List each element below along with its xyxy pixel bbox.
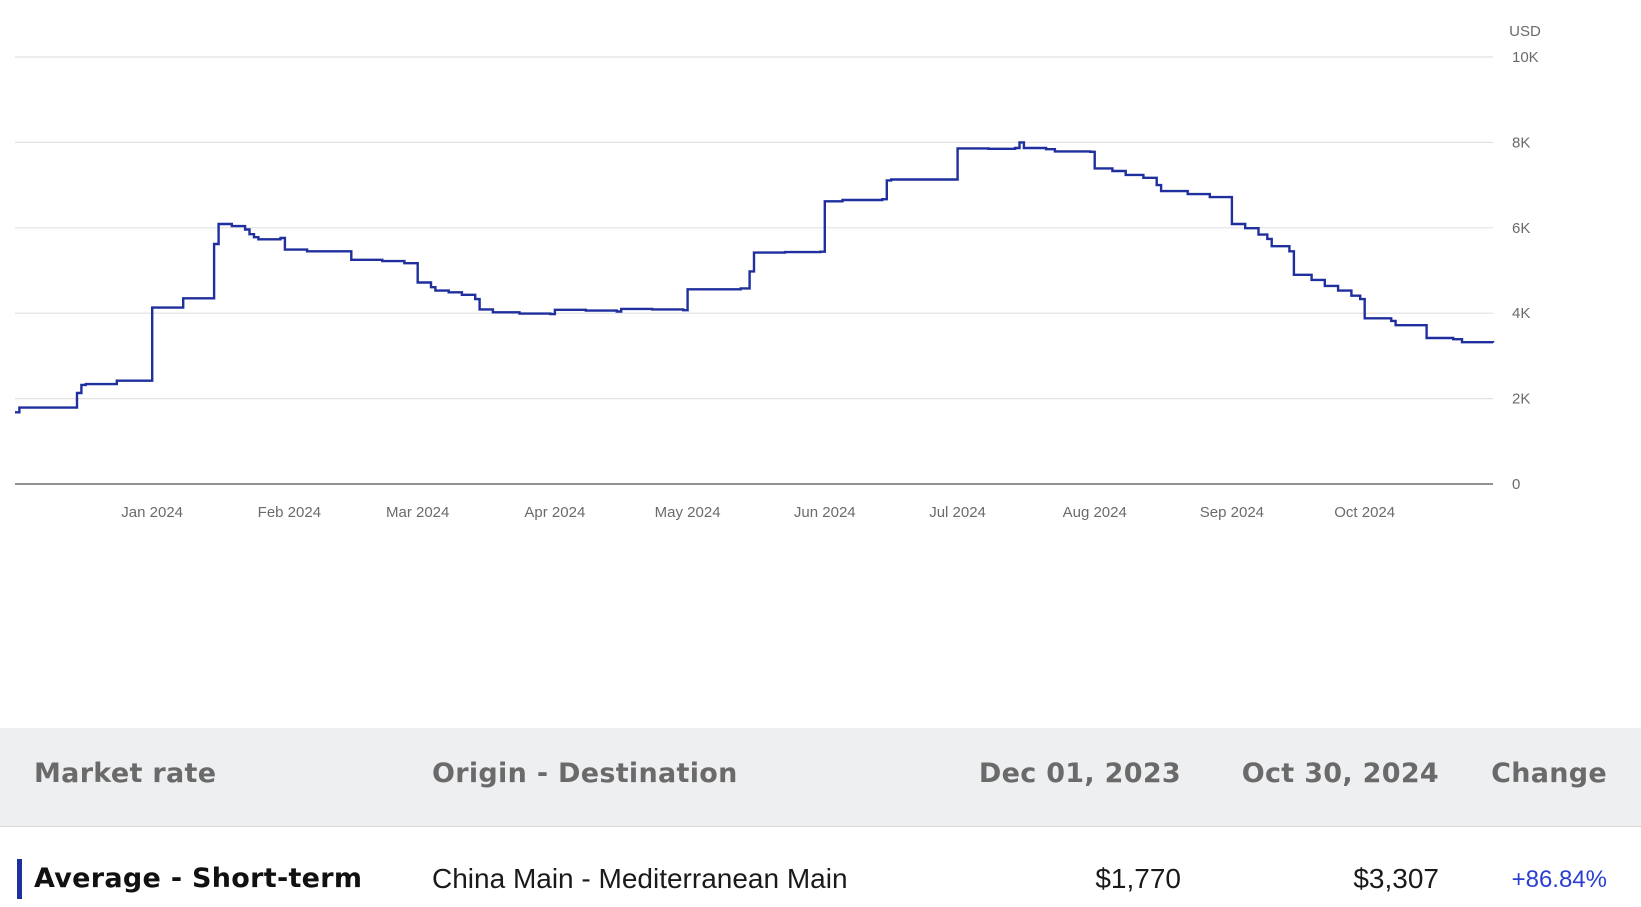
y-tick-label: 8K [1512, 134, 1530, 151]
x-axis: Jan 2024 Feb 2024 Mar 2024 Apr 2024 May 2024… [121, 504, 1395, 521]
y-unit-label: USD [1509, 23, 1541, 40]
x-tick-label: Sep 2024 [1200, 504, 1264, 521]
x-tick-label: Jul 2024 [929, 504, 986, 521]
series-line[interactable] [15, 141, 1495, 414]
y-tick-label: 10K [1512, 49, 1539, 66]
y-tick-label: 4K [1512, 305, 1530, 322]
x-tick-label: Mar 2024 [386, 504, 449, 521]
x-tick-label: May 2024 [655, 504, 721, 521]
header-market-rate[interactable]: Market rate [34, 758, 217, 789]
row-change: +86.84% [1511, 866, 1607, 893]
series-layer[interactable] [15, 141, 1495, 414]
row-start-value: $1,770 [1095, 863, 1181, 894]
header-start-date[interactable]: Dec 01, 2023 [978, 758, 1181, 789]
row-market-rate: Average - Short-term [34, 863, 363, 894]
y-tick-label: 2K [1512, 391, 1530, 408]
x-tick-label: Jun 2024 [794, 504, 856, 521]
x-tick-label: Aug 2024 [1063, 504, 1127, 521]
y-tick-label: 0 [1512, 476, 1520, 493]
series-color-marker [17, 859, 22, 899]
table-header: Market rate Origin - Destination Dec 01,… [0, 728, 1641, 827]
y-axis: 0 2K 4K 6K 8K 10K [1512, 49, 1539, 493]
x-tick-label: Feb 2024 [258, 504, 321, 521]
x-tick-label: Jan 2024 [121, 504, 183, 521]
table-row[interactable]: Average - Short-term China Main - Medite… [0, 827, 1641, 907]
x-tick-label: Apr 2024 [524, 504, 585, 521]
row-end-value: $3,307 [1353, 863, 1439, 894]
header-change[interactable]: Change [1491, 758, 1607, 789]
rate-chart: Jan 2024 Feb 2024 Mar 2024 Apr 2024 May 2024… [15, 23, 1541, 521]
y-tick-label: 6K [1512, 220, 1530, 237]
header-end-date[interactable]: Oct 30, 2024 [1241, 758, 1439, 789]
grid-layer [15, 56, 1493, 485]
header-origin-destination[interactable]: Origin - Destination [432, 758, 738, 789]
row-origin-destination: China Main - Mediterranean Main [432, 863, 848, 894]
x-tick-label: Oct 2024 [1334, 504, 1395, 521]
